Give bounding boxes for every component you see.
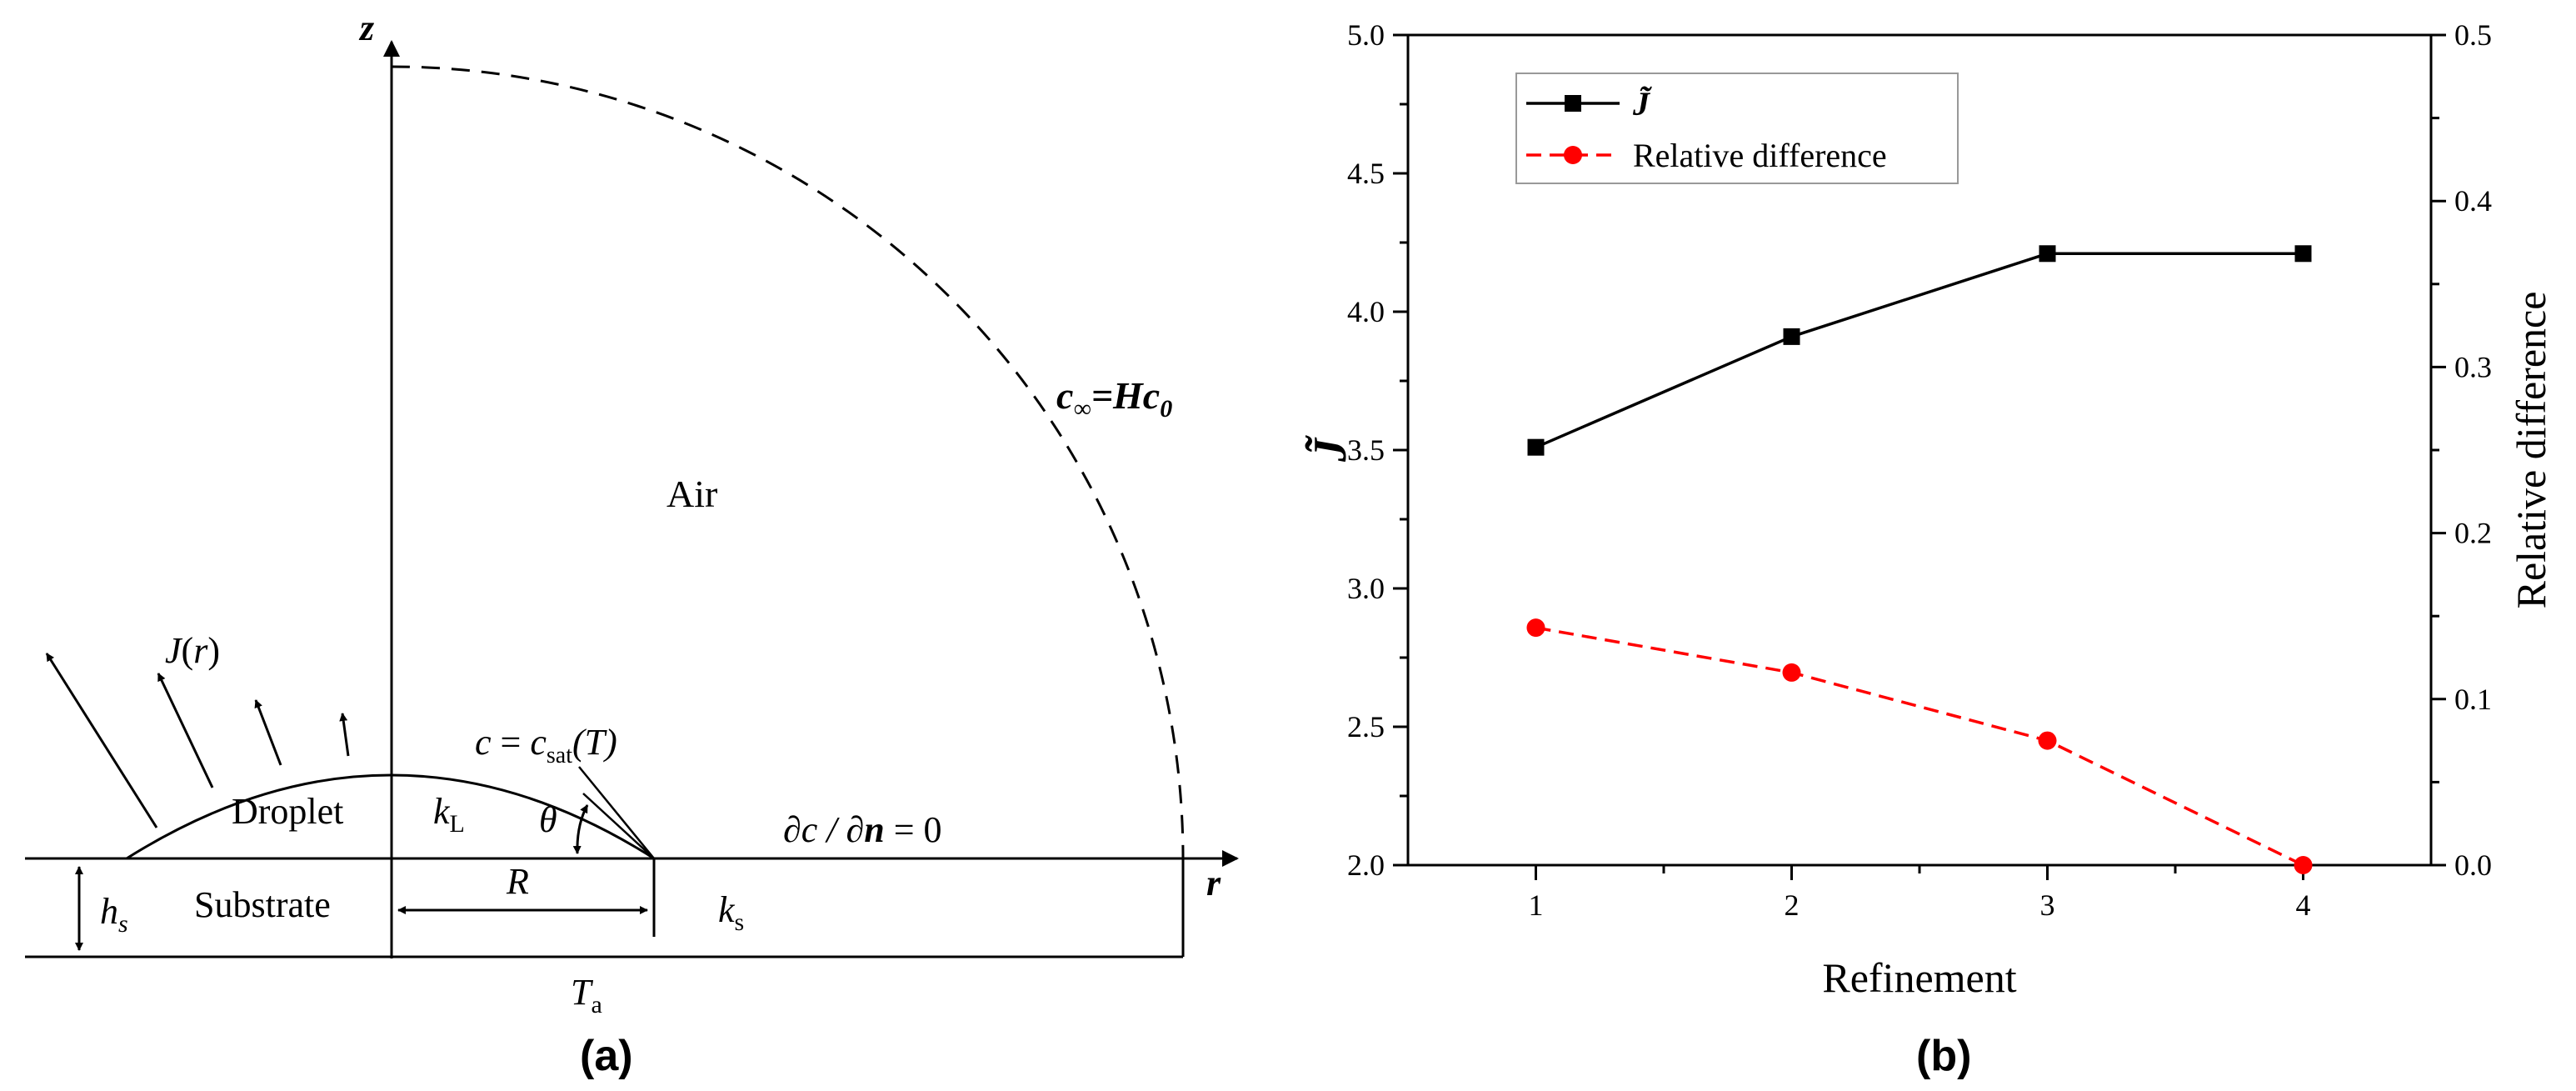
data-point	[1526, 618, 1545, 638]
y2-axis-label: Relative difference	[2508, 292, 2554, 609]
data-point	[1527, 438, 1545, 456]
y-axis-label: J̃	[1304, 435, 1356, 463]
data-point	[2294, 856, 2313, 874]
chart: 1 2 3 4 2.0 2.5 3.0 3.5 4.0 4.5 5.0 0.0 0.1 0.2 0.3 0.4…	[1304, 18, 2554, 1001]
flux-arrow	[339, 713, 350, 757]
y-tick-label: 5.0	[1347, 18, 1385, 52]
flux-arrow	[45, 653, 158, 828]
y2-tick-label: 0.1	[2454, 683, 2492, 716]
hs-label: hs	[100, 891, 128, 938]
series-line-1	[1535, 626, 2304, 867]
far-field-label: c∞=Hc0	[1056, 374, 1172, 423]
legend-marker	[1564, 146, 1582, 164]
y-tick-label: 3.5	[1347, 433, 1385, 467]
flux-arrow	[254, 699, 282, 766]
series-line-0	[1535, 252, 2304, 449]
y-tick-label: 3.0	[1347, 572, 1385, 605]
x-tick-label: 3	[2040, 888, 2055, 922]
legend-label: J̃	[1632, 85, 1653, 123]
y2-tick-label: 0.5	[2454, 18, 2492, 52]
Ta-label: Ta	[571, 972, 602, 1018]
droplet-label: Droplet	[232, 791, 343, 832]
x-tick-label: 4	[2296, 888, 2311, 922]
data-point	[2039, 245, 2056, 263]
ks-label: ks	[718, 889, 744, 936]
y-tick-label: 4.0	[1347, 295, 1385, 328]
x-tick-label: 2	[1785, 888, 1800, 922]
x-axis-label: Refinement	[1822, 954, 2016, 1001]
flux-arrows	[45, 653, 350, 828]
caption-b: (b)	[1916, 1032, 1971, 1080]
data-point	[1783, 328, 1800, 345]
neumann-bc-label: ∂c / ∂n = 0	[783, 809, 942, 850]
caption-a: (a)	[580, 1032, 633, 1080]
surface-condition-label: c = csat(T)	[475, 722, 617, 768]
panel-a: z r c∞=Hc0 Air Droplet kL J(r) c = csat(…	[25, 8, 1239, 1080]
substrate-label: Substrate	[194, 884, 331, 925]
data-point	[1782, 663, 1801, 682]
contact-angle-label: θ	[539, 799, 557, 840]
legend-marker	[1565, 95, 1581, 112]
y2-tick-label: 0.2	[2454, 517, 2492, 550]
surface-condition-leader	[578, 766, 655, 859]
z-axis-label: z	[358, 8, 374, 48]
r-axis-label: r	[1206, 863, 1221, 903]
flux-label: J(r)	[165, 630, 220, 671]
data-point	[2038, 731, 2057, 750]
y-tick-label: 2.5	[1347, 710, 1385, 743]
panel-b: 1 2 3 4 2.0 2.5 3.0 3.5 4.0 4.5 5.0 0.0 0.1 0.2 0.3 0.4…	[1304, 18, 2554, 1080]
R-label: R	[506, 861, 529, 902]
air-label: Air	[666, 473, 717, 515]
data-point	[2294, 245, 2312, 263]
contact-tangent	[582, 793, 655, 859]
y2-tick-label: 0.0	[2454, 848, 2492, 882]
y2-tick-label: 0.4	[2454, 184, 2492, 218]
legend-label: Relative difference	[1633, 137, 1887, 174]
y-tick-label: 4.5	[1347, 157, 1385, 190]
legend-box	[1515, 73, 1959, 184]
y-tick-label: 2.0	[1347, 848, 1385, 882]
y2-tick-label: 0.3	[2454, 350, 2492, 383]
contact-angle-arc	[572, 804, 589, 854]
flux-arrow	[157, 673, 214, 788]
far-field-boundary	[391, 65, 1185, 859]
x-tick-label: 1	[1529, 888, 1544, 922]
kL-label: kL	[433, 791, 465, 838]
